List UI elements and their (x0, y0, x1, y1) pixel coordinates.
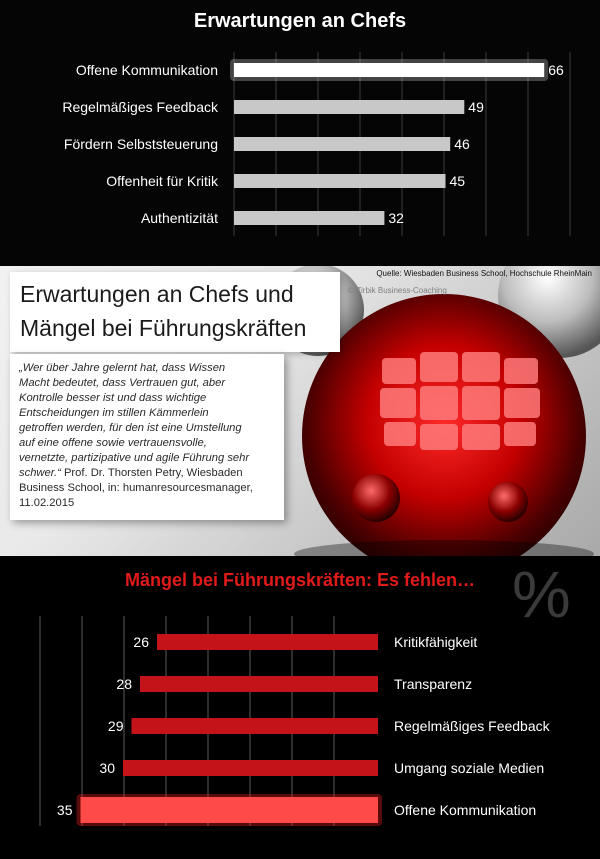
quote-line: Business School, in: humanresourcesmanag… (19, 482, 253, 494)
quote-line: auf eine offene sowie vertrauensvolle, (19, 437, 207, 449)
headline-line-2: Mängel bei Führungskräften (20, 315, 307, 341)
category-label: Offene Kommunikation (394, 802, 536, 818)
copyright-note: © Zirbik Business-Coaching (348, 286, 447, 295)
data-label: 45 (450, 173, 466, 189)
category-label: Authentizität (141, 210, 218, 226)
category-label: Offene Kommunikation (76, 62, 218, 78)
bar (157, 634, 378, 650)
middle-banner: Quelle: Wiesbaden Business School, Hochs… (0, 266, 600, 556)
percent-symbol: % (512, 557, 571, 631)
category-label: Offenheit für Kritik (106, 173, 219, 189)
data-label: 29 (108, 718, 124, 734)
source-note: Quelle: Wiesbaden Business School, Hochs… (376, 269, 592, 278)
data-label: 35 (57, 802, 73, 818)
quote-line: „Wer über Jahre gelernt hat, dass Wissen (19, 362, 226, 374)
quote-line: Kontrolle besser ist und dass wichtige (19, 392, 207, 404)
quote-line: Macht bedeutet, dass Vertrauen gut, aber (19, 377, 226, 389)
bar (234, 63, 545, 77)
quote-box: „Wer über Jahre gelernt hat, dass Wissen… (10, 354, 284, 520)
data-label: 26 (133, 634, 149, 650)
category-label: Fördern Selbststeuerung (64, 136, 218, 152)
bottom-chart-title: Mängel bei Führungskräften: Es fehlen… (124, 570, 476, 590)
bar (131, 718, 378, 734)
bar (123, 760, 378, 776)
quote-author: Prof. Dr. Thorsten Petry, Wiesbaden (60, 467, 243, 479)
category-label: Regelmäßiges Feedback (62, 99, 219, 115)
data-label: 28 (116, 676, 132, 692)
category-label: Kritikfähigkeit (394, 634, 477, 650)
bar (140, 676, 378, 692)
top-chart-title: Erwartungen an Chefs (193, 10, 407, 32)
bottom-bar-chart: 26 Kritikfähigkeit 28 Transparenz 29 Regelmäß… (39, 616, 551, 826)
headline-box: Erwartungen an Chefs und Mängel bei Führ… (10, 272, 340, 352)
headline-line-1: Erwartungen an Chefs und (20, 281, 294, 307)
data-label: 30 (99, 760, 115, 776)
bar (80, 797, 378, 823)
quote-line: getroffen werden, für den ist eine Umste… (19, 422, 242, 434)
data-label: 66 (548, 62, 564, 78)
quote-line: vernetzte, partizipative und agile Führu… (19, 452, 250, 464)
data-label: 49 (468, 99, 484, 115)
bar (234, 211, 385, 225)
bar (234, 137, 451, 151)
data-label: 46 (454, 136, 470, 152)
quote-line: Entscheidungen im stillen Kämmerlein (19, 407, 209, 419)
category-label: Umgang soziale Medien (394, 760, 544, 776)
quote-line: schwer.“ (19, 467, 61, 479)
quote-date: 11.02.2015 (19, 497, 75, 509)
bar (234, 174, 446, 188)
bottom-chart-panel: % Mängel bei Führungskräften: Es fehlen…… (0, 556, 600, 859)
category-label: Transparenz (394, 676, 472, 692)
category-label: Regelmäßiges Feedback (394, 718, 551, 734)
top-bar-chart: Offene Kommunikation 66 Regelmäßiges Feedb… (62, 52, 571, 236)
bar (234, 100, 465, 114)
top-chart-panel: Erwartungen an Chefs Offene Kommunikatio… (0, 0, 600, 266)
data-label: 32 (388, 210, 404, 226)
